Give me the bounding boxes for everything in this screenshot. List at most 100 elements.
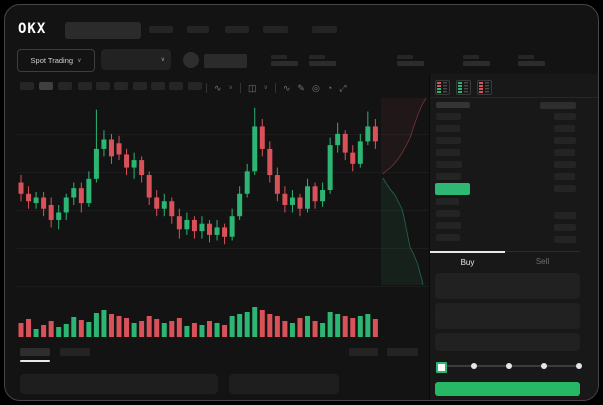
candle bbox=[18, 175, 24, 202]
candle bbox=[101, 130, 107, 157]
timeframe-button[interactable] bbox=[39, 82, 53, 90]
orderbook-trade-panel: Buy Sell bbox=[429, 74, 598, 400]
depth-chart bbox=[381, 97, 427, 286]
volume-bar bbox=[191, 323, 197, 337]
candle bbox=[327, 137, 333, 194]
tab-sell[interactable]: Sell bbox=[505, 251, 580, 271]
candle bbox=[184, 212, 190, 235]
slider-stop[interactable] bbox=[471, 363, 477, 369]
volume-bar bbox=[154, 319, 160, 337]
draw-icon[interactable]: ✎ bbox=[297, 82, 305, 93]
chart-footer-button[interactable] bbox=[349, 348, 378, 356]
candle bbox=[297, 193, 303, 217]
volume-bar bbox=[259, 310, 265, 337]
volume-bar bbox=[199, 325, 205, 337]
volume-bar bbox=[244, 312, 250, 337]
candle bbox=[131, 152, 137, 179]
timeframe-button[interactable] bbox=[133, 82, 147, 90]
history-icon[interactable]: ◔ bbox=[326, 82, 333, 93]
volume-bar bbox=[274, 316, 280, 337]
chevron-down-icon: ∨ bbox=[160, 56, 165, 63]
nav-item[interactable] bbox=[149, 26, 173, 33]
gridline bbox=[17, 286, 429, 287]
timeframe-button[interactable] bbox=[96, 82, 110, 90]
book-asks-view-icon[interactable] bbox=[477, 80, 492, 95]
ask-amount-placeholder bbox=[554, 161, 576, 168]
candle bbox=[108, 133, 114, 164]
timeframe-button[interactable] bbox=[58, 82, 72, 90]
volume-bar bbox=[289, 323, 295, 337]
volume-bar bbox=[116, 316, 122, 337]
buy-button[interactable] bbox=[435, 382, 580, 396]
candle bbox=[274, 167, 280, 202]
total-input[interactable] bbox=[435, 333, 580, 351]
ask-price-placeholder bbox=[436, 173, 461, 180]
timeframe-button[interactable] bbox=[151, 82, 165, 90]
nav-item[interactable] bbox=[187, 26, 209, 33]
ask-amount-placeholder bbox=[554, 149, 575, 156]
candle bbox=[48, 197, 54, 228]
slider-handle[interactable] bbox=[436, 362, 447, 373]
tab-buy[interactable]: Buy bbox=[430, 251, 505, 271]
volume-bar bbox=[252, 307, 258, 337]
nav-item[interactable] bbox=[312, 26, 337, 33]
okx-logo[interactable]: OKX bbox=[18, 21, 47, 37]
price-input[interactable] bbox=[435, 273, 580, 299]
candle bbox=[357, 133, 363, 168]
slider-stop[interactable] bbox=[576, 363, 582, 369]
candle bbox=[154, 190, 160, 217]
timeframe-button[interactable] bbox=[78, 82, 92, 90]
ask-amount-placeholder bbox=[554, 113, 576, 120]
volume-bar bbox=[229, 316, 235, 337]
volume-bar bbox=[63, 324, 69, 337]
pair-dropdown[interactable]: ∨ bbox=[101, 49, 171, 70]
timeframe-button[interactable] bbox=[188, 82, 202, 90]
amount-input[interactable] bbox=[435, 303, 580, 329]
book-combined-view-icon[interactable] bbox=[435, 80, 450, 95]
candle bbox=[86, 171, 92, 207]
chart-type-icon[interactable]: ∿ bbox=[214, 82, 222, 93]
timeframe-button[interactable] bbox=[20, 82, 34, 90]
candle bbox=[305, 178, 311, 213]
search-input[interactable] bbox=[65, 22, 141, 39]
chart-bottom-tab[interactable] bbox=[60, 348, 90, 356]
chevron-down-icon[interactable]: ∨ bbox=[228, 85, 233, 91]
chevron-down-icon[interactable]: ∨ bbox=[263, 85, 268, 91]
camera-icon[interactable]: ◎ bbox=[311, 82, 320, 93]
candle bbox=[63, 193, 69, 220]
candle bbox=[56, 204, 62, 230]
stat-value-placeholder bbox=[309, 61, 336, 66]
orderbook-col-header-amount bbox=[540, 102, 576, 109]
volume-bar bbox=[161, 323, 167, 337]
volume-bar bbox=[176, 318, 182, 337]
volume-bar bbox=[101, 310, 107, 337]
nav-item[interactable] bbox=[263, 26, 288, 33]
slider-stop[interactable] bbox=[506, 363, 512, 369]
orderbook-row-amount bbox=[554, 185, 576, 192]
slider-stop[interactable] bbox=[541, 363, 547, 369]
nav-item[interactable] bbox=[225, 26, 249, 33]
fullscreen-icon[interactable]: ⤢ bbox=[339, 82, 347, 93]
candlestick-chart[interactable] bbox=[17, 101, 379, 293]
volume-bar bbox=[327, 312, 333, 337]
pair-name-placeholder bbox=[204, 54, 247, 68]
bids-depth-area bbox=[381, 178, 423, 285]
volume-bar bbox=[282, 321, 288, 337]
chart-footer-button[interactable] bbox=[387, 348, 418, 356]
book-bids-view-icon[interactable] bbox=[456, 80, 471, 95]
line-tool-icon[interactable]: ∿ bbox=[282, 82, 291, 93]
candle bbox=[146, 171, 152, 205]
market-type-selector[interactable]: Spot Trading ∨ bbox=[17, 49, 95, 72]
last-price-pill[interactable] bbox=[435, 183, 470, 195]
asks-depth-area bbox=[381, 98, 426, 174]
volume-bar bbox=[222, 325, 228, 337]
volume-bar bbox=[124, 318, 130, 337]
bid-amount-placeholder bbox=[554, 236, 576, 243]
divider bbox=[206, 83, 207, 93]
candle bbox=[139, 156, 145, 183]
indicator-icon[interactable]: ◫ bbox=[247, 82, 257, 93]
chart-bottom-tab[interactable] bbox=[20, 348, 50, 356]
timeframe-button[interactable] bbox=[114, 82, 128, 90]
timeframe-button[interactable] bbox=[169, 82, 183, 90]
stat-label-placeholder bbox=[518, 55, 534, 59]
